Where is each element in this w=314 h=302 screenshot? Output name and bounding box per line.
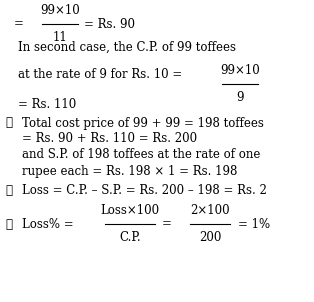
Text: In second case, the C.P. of 99 toffees: In second case, the C.P. of 99 toffees: [18, 40, 236, 53]
Text: 2×100: 2×100: [190, 204, 230, 217]
Text: 99×10: 99×10: [220, 64, 260, 77]
Text: 9: 9: [236, 91, 244, 104]
Text: = Rs. 90 + Rs. 110 = Rs. 200: = Rs. 90 + Rs. 110 = Rs. 200: [22, 133, 197, 146]
Text: ∴: ∴: [5, 117, 12, 130]
Text: Loss% =: Loss% =: [22, 217, 73, 230]
Text: ∴: ∴: [5, 184, 12, 197]
Text: ∴: ∴: [5, 217, 12, 230]
Text: C.P.: C.P.: [119, 231, 141, 244]
Text: 99×10: 99×10: [40, 4, 80, 17]
Text: Loss = C.P. – S.P. = Rs. 200 – 198 = Rs. 2: Loss = C.P. – S.P. = Rs. 200 – 198 = Rs.…: [22, 184, 267, 197]
Text: and S.P. of 198 toffees at the rate of one: and S.P. of 198 toffees at the rate of o…: [22, 149, 260, 162]
Text: =: =: [14, 18, 24, 31]
Text: Loss×100: Loss×100: [100, 204, 160, 217]
Text: = Rs. 90: = Rs. 90: [84, 18, 135, 31]
Text: 11: 11: [53, 31, 68, 44]
Text: Total cost price of 99 + 99 = 198 toffees: Total cost price of 99 + 99 = 198 toffee…: [22, 117, 264, 130]
Text: 200: 200: [199, 231, 221, 244]
Text: =: =: [162, 217, 172, 230]
Text: rupee each = Rs. 198 × 1 = Rs. 198: rupee each = Rs. 198 × 1 = Rs. 198: [22, 165, 237, 178]
Text: at the rate of 9 for Rs. 10 =: at the rate of 9 for Rs. 10 =: [18, 68, 182, 81]
Text: = Rs. 110: = Rs. 110: [18, 98, 76, 111]
Text: = 1%: = 1%: [238, 217, 270, 230]
